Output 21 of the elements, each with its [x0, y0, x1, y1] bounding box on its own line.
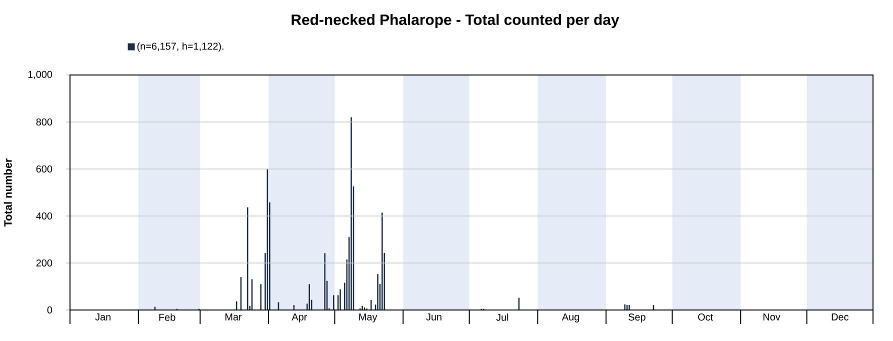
x-tick-label: Jun — [426, 314, 442, 320]
x-tick-label: Sep — [628, 314, 646, 323]
x-tick-label: Aug — [562, 314, 580, 322]
y-axis-title: Total number — [4, 158, 12, 227]
y-tick-label: 600 — [36, 165, 52, 173]
x-tick-label: Apr — [292, 314, 308, 322]
x-tick-label: Oct — [698, 314, 714, 321]
x-tick-label: Nov — [763, 314, 780, 320]
legend-label: (n=6,157, h=1,122). — [137, 42, 224, 52]
y-tick-label: 200 — [36, 259, 52, 267]
y-tick-label: 0 — [47, 306, 52, 314]
y-tick-label: 800 — [36, 118, 52, 126]
y-tick-label: 400 — [36, 212, 52, 220]
x-tick-label: May — [359, 314, 378, 322]
x-tick-label: Dec — [832, 314, 849, 320]
chart-title: Red-necked Phalarope - Total counted per day — [292, 14, 620, 28]
y-tick-label: 1,000 — [28, 70, 52, 80]
x-tick-label: Jul — [496, 314, 508, 321]
x-tick-label: Jan — [95, 314, 110, 320]
x-tick-label: Mar — [225, 314, 242, 320]
x-tick-label: Feb — [159, 314, 176, 321]
